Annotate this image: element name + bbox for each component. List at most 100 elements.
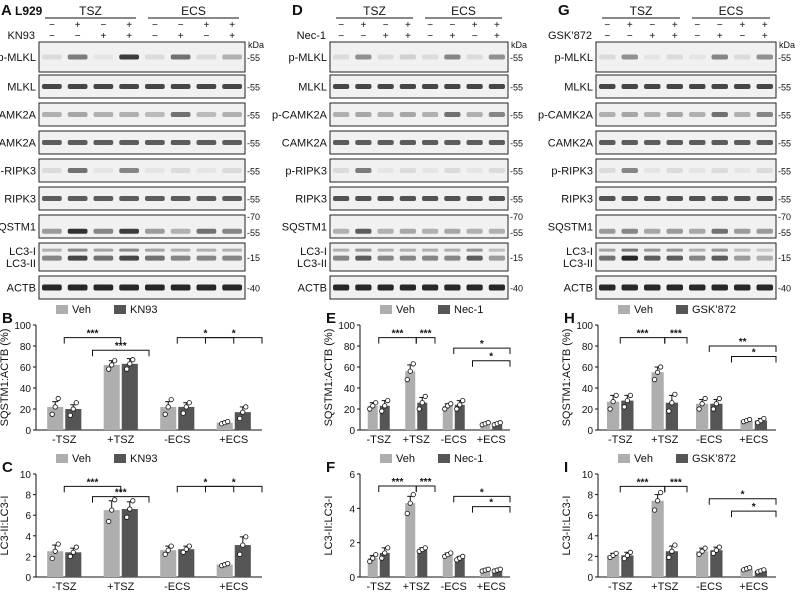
- stim-sign: +: [360, 20, 366, 31]
- row-label: RIPK3: [4, 194, 36, 206]
- bar: [710, 550, 723, 577]
- blot-strip: [329, 214, 509, 239]
- group-label: ECS: [181, 4, 206, 18]
- bar: [367, 558, 378, 577]
- data-point: [613, 392, 619, 398]
- data-point: [124, 514, 130, 520]
- x-tick-label: +ECS: [219, 434, 248, 446]
- blot-strip: [595, 214, 777, 239]
- blot-band: [599, 284, 616, 291]
- blot-band: [666, 255, 683, 261]
- blot-band: [222, 112, 242, 117]
- drug-label: GSK’872: [548, 30, 592, 42]
- blot-band: [734, 54, 751, 60]
- row-label: p-RIPK3: [0, 166, 36, 178]
- mw-marker: -55: [510, 111, 523, 121]
- row-label: p-MLKL: [288, 52, 327, 64]
- bar: [696, 551, 709, 577]
- blot-band: [689, 255, 706, 261]
- legend-label: Veh: [396, 304, 415, 316]
- y-tick-label: 6: [25, 511, 31, 522]
- blot-strip: [329, 130, 509, 155]
- blot-band: [422, 284, 439, 291]
- data-point: [127, 506, 133, 512]
- blot-band: [355, 248, 372, 252]
- blot-strip: [329, 186, 509, 211]
- significance-label: *: [480, 487, 484, 498]
- blot-band: [711, 168, 728, 173]
- blot-band: [93, 196, 114, 201]
- data-point: [448, 401, 454, 407]
- blot-row-actb: ACTB -40: [7, 275, 260, 300]
- data-point: [404, 510, 410, 517]
- blot-band: [377, 168, 394, 173]
- blot-band: [644, 284, 661, 291]
- row-label: p-CAMK2A: [538, 110, 594, 122]
- legend-swatch: [618, 454, 630, 463]
- data-point: [127, 361, 133, 367]
- data-point: [237, 415, 243, 422]
- data-point: [621, 555, 627, 562]
- blot-band: [145, 84, 165, 89]
- mw-marker: -70: [247, 212, 260, 222]
- data-point: [672, 391, 678, 397]
- drug-sign: −: [739, 31, 745, 42]
- blot-band: [42, 54, 62, 60]
- stim-sign: +: [762, 20, 768, 31]
- bar: [607, 401, 620, 430]
- significance-bracket: [708, 345, 777, 352]
- mw-marker: -40: [247, 284, 260, 294]
- panel-letter: G: [558, 2, 570, 19]
- data-point: [407, 368, 413, 374]
- blot-band: [93, 54, 114, 60]
- bar: [442, 405, 453, 430]
- data-point: [761, 415, 767, 422]
- blot-band: [67, 54, 88, 60]
- blot-band: [355, 255, 372, 261]
- row-label: p-RIPK3: [285, 166, 327, 178]
- data-point: [243, 404, 249, 410]
- panel-letter: F: [326, 459, 335, 476]
- data-point: [367, 558, 373, 565]
- blot-row-p-ripk3: p-RIPK3 -55: [285, 158, 523, 183]
- significance-label: ***: [670, 477, 682, 488]
- blot-band: [170, 196, 191, 201]
- legend-swatch: [618, 305, 630, 314]
- bar: [480, 423, 491, 430]
- blot-band: [42, 196, 62, 201]
- blot-band: [355, 140, 372, 145]
- significance-label: ***: [392, 329, 404, 340]
- blot-band: [170, 228, 191, 234]
- data-point: [379, 555, 385, 561]
- y-tick-label: 80: [20, 342, 32, 353]
- bar: [160, 406, 177, 430]
- blot-band: [377, 255, 394, 261]
- blot-strip: [38, 158, 246, 183]
- blot-band: [119, 168, 139, 173]
- mw-marker: -55: [247, 53, 260, 63]
- significance-bracket: [731, 510, 777, 518]
- bar: [405, 371, 416, 430]
- data-point: [165, 547, 171, 553]
- drug-sign: −: [604, 31, 610, 42]
- y-tick-label: 4: [25, 532, 31, 543]
- blot-band: [42, 84, 62, 89]
- blot-band: [399, 112, 416, 117]
- y-tick-label: 100: [576, 321, 593, 332]
- y-tick-label: 40: [344, 384, 356, 395]
- blot-band: [119, 248, 139, 252]
- legend-swatch: [114, 454, 126, 463]
- bar: [417, 402, 428, 430]
- data-point: [404, 376, 410, 383]
- blot-band: [756, 112, 773, 117]
- data-point: [627, 392, 633, 398]
- data-point: [497, 420, 503, 426]
- drug-sign: −: [338, 31, 344, 42]
- mw-marker: -40: [778, 284, 791, 294]
- bar: [379, 405, 390, 430]
- blot-band: [444, 248, 461, 252]
- blot-band: [67, 140, 88, 145]
- significance-label: ***: [637, 477, 649, 488]
- row-label: p-RIPK3: [551, 166, 593, 178]
